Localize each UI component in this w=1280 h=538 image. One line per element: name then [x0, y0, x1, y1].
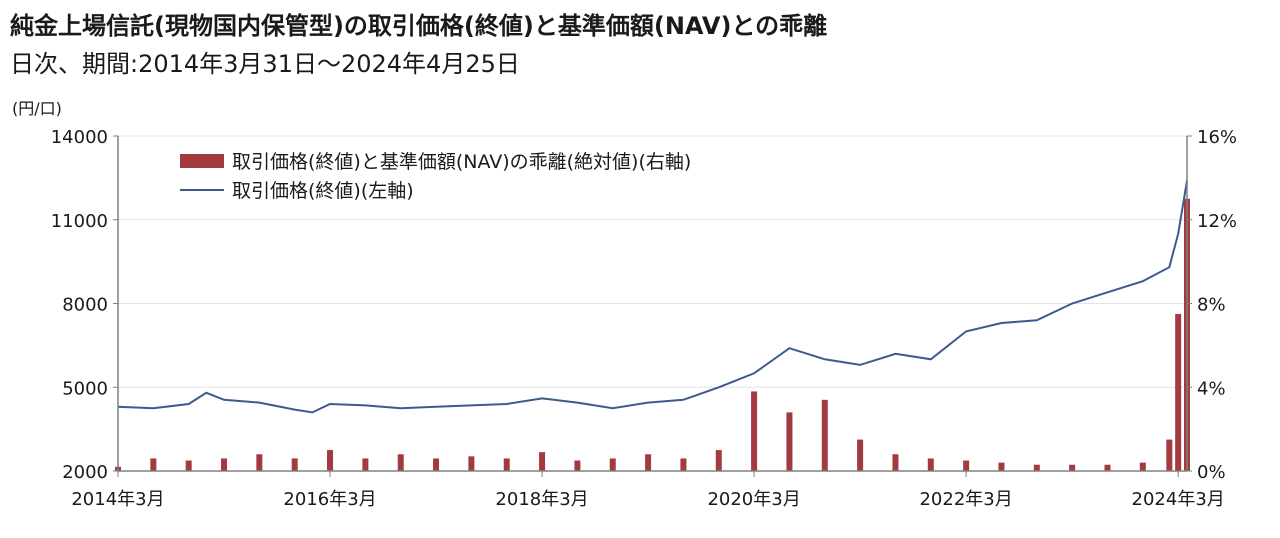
left-axis-tick-label: 11000: [51, 211, 108, 232]
deviation-bar: [468, 456, 475, 471]
x-axis-tick-label: 2022年3月: [919, 489, 1012, 510]
deviation-bar: [221, 458, 228, 471]
left-axis-unit-label: (円/口): [12, 99, 62, 118]
deviation-bar: [1033, 464, 1040, 471]
deviation-bar: [857, 439, 864, 471]
price-line: [117, 180, 1188, 414]
deviation-bar: [715, 450, 722, 471]
deviation-bar: [998, 462, 1005, 471]
right-axis-tick-label: 4%: [1197, 378, 1226, 399]
deviation-bar: [185, 460, 192, 471]
legend-label-bar: 取引価格(終値)と基準価額(NAV)の乖離(絶対値)(右軸): [232, 151, 691, 173]
left-axis-tick-label: 14000: [51, 127, 108, 148]
x-axis-tick-label: 2016年3月: [283, 489, 376, 510]
legend: 取引価格(終値)と基準価額(NAV)の乖離(絶対値)(右軸) 取引価格(終値)(…: [180, 151, 691, 202]
deviation-bar: [433, 458, 440, 471]
deviation-bar: [1139, 462, 1146, 471]
deviation-bar: [503, 458, 510, 471]
chart-subtitle: 日次、期間:2014年3月31日～2024年4月25日: [10, 50, 520, 78]
tick-labels: 2000 5000 8000 11000 14000 0% 4% 8% 12% 16% 2014年3…: [51, 127, 1237, 510]
deviation-bar: [963, 460, 970, 471]
left-axis-tick-label: 5000: [62, 378, 108, 399]
axes: [113, 135, 1192, 477]
deviation-bar: [1175, 313, 1182, 471]
deviation-bar: [1166, 439, 1173, 471]
deviation-bar: [327, 450, 334, 471]
deviation-bar: [892, 454, 899, 471]
chart-title: 純金上場信託(現物国内保管型)の取引価格(終値)と基準価額(NAV)との乖離: [10, 12, 828, 40]
right-axis-tick-label: 16%: [1197, 127, 1237, 148]
deviation-bar: [609, 458, 616, 471]
deviation-bar: [150, 458, 157, 471]
left-axis-tick-label: 2000: [62, 462, 108, 483]
x-axis-tick-label: 2020年3月: [707, 489, 800, 510]
deviation-bar: [786, 412, 793, 471]
deviation-bar: [397, 454, 404, 471]
deviation-bar: [680, 458, 687, 471]
deviation-bar: [539, 452, 546, 471]
deviation-bar: [362, 458, 369, 471]
legend-label-line: 取引価格(終値)(左軸): [232, 180, 414, 202]
deviation-bar: [645, 454, 652, 471]
deviation-bar: [256, 454, 263, 471]
deviation-bar: [927, 458, 934, 471]
x-axis-tick-label: 2014年3月: [71, 489, 164, 510]
deviation-bar: [821, 399, 828, 471]
right-axis-tick-label: 8%: [1197, 295, 1226, 316]
x-axis-tick-label: 2024年3月: [1132, 489, 1225, 510]
deviation-bar: [291, 458, 298, 471]
deviation-bar: [1104, 464, 1111, 471]
deviation-bar: [1069, 464, 1076, 471]
legend-swatch-bar: [180, 154, 224, 168]
right-axis-tick-label: 12%: [1197, 211, 1237, 232]
left-axis-tick-label: 8000: [62, 295, 108, 316]
deviation-bar: [574, 460, 581, 471]
deviation-bar: [751, 391, 758, 471]
right-axis-tick-label: 0%: [1197, 462, 1226, 483]
x-axis-tick-label: 2018年3月: [495, 489, 588, 510]
deviation-bars: [115, 198, 1190, 471]
